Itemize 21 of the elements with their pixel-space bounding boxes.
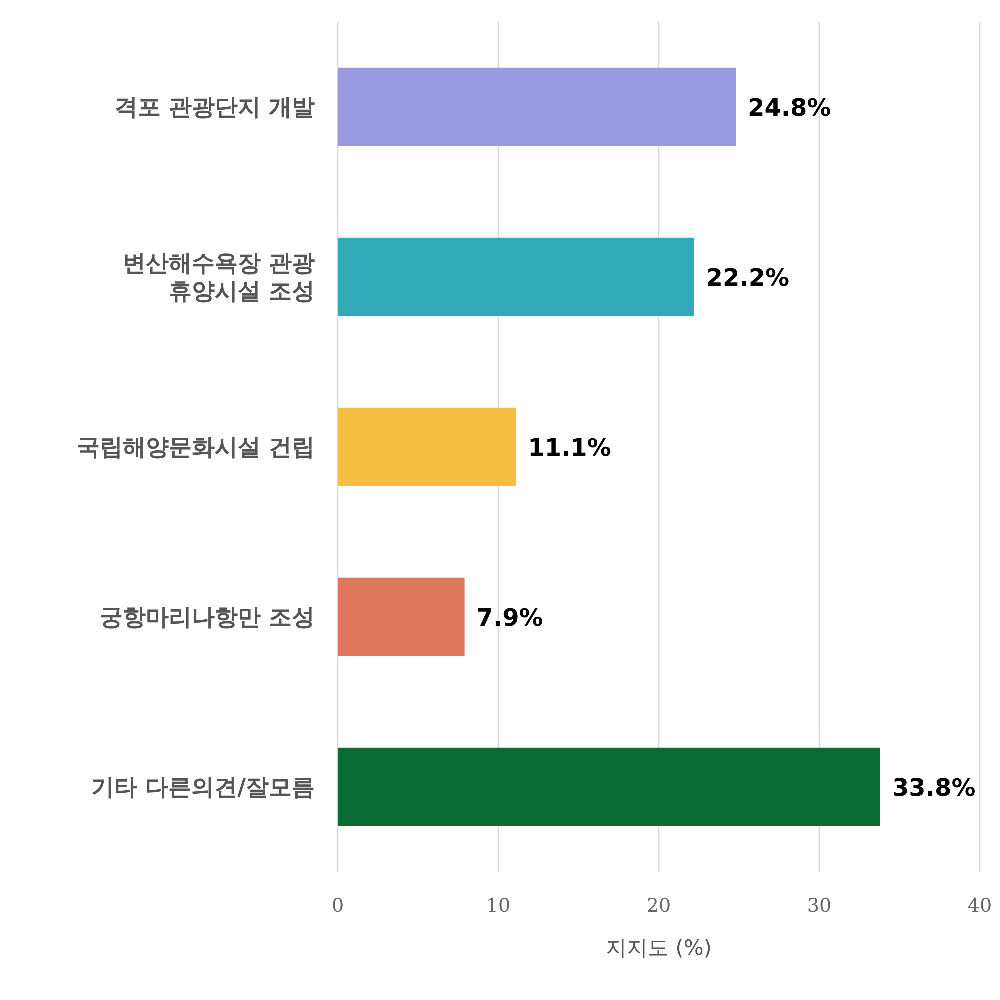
x-tick-label: 40	[968, 895, 992, 917]
bar	[338, 578, 465, 656]
bar	[338, 238, 694, 316]
y-tick-label: 변산해수욕장 관광 휴양시설 조성	[122, 251, 315, 305]
data-label: 33.8%	[892, 774, 976, 802]
x-tick-label: 0	[332, 895, 344, 917]
y-tick-label: 국립해양문화시설 건립	[76, 435, 315, 461]
data-label: 7.9%	[476, 604, 544, 632]
y-tick-label: 기타 다른의견/잘모름	[92, 775, 315, 801]
bar	[338, 68, 736, 146]
x-tick-label: 30	[807, 895, 832, 917]
bar	[338, 408, 516, 486]
x-tick-label: 20	[646, 895, 672, 917]
y-tick-label: 궁항마리나항만 조성	[100, 605, 315, 631]
x-tick-label: 10	[486, 895, 511, 917]
data-label: 11.1%	[528, 434, 612, 462]
x-axis-title: 지지도 (%)	[606, 936, 712, 960]
bar	[338, 748, 880, 826]
data-label: 22.2%	[706, 264, 790, 292]
data-label: 24.8%	[748, 94, 832, 122]
y-tick-label: 격포 관광단지 개발	[114, 95, 315, 121]
